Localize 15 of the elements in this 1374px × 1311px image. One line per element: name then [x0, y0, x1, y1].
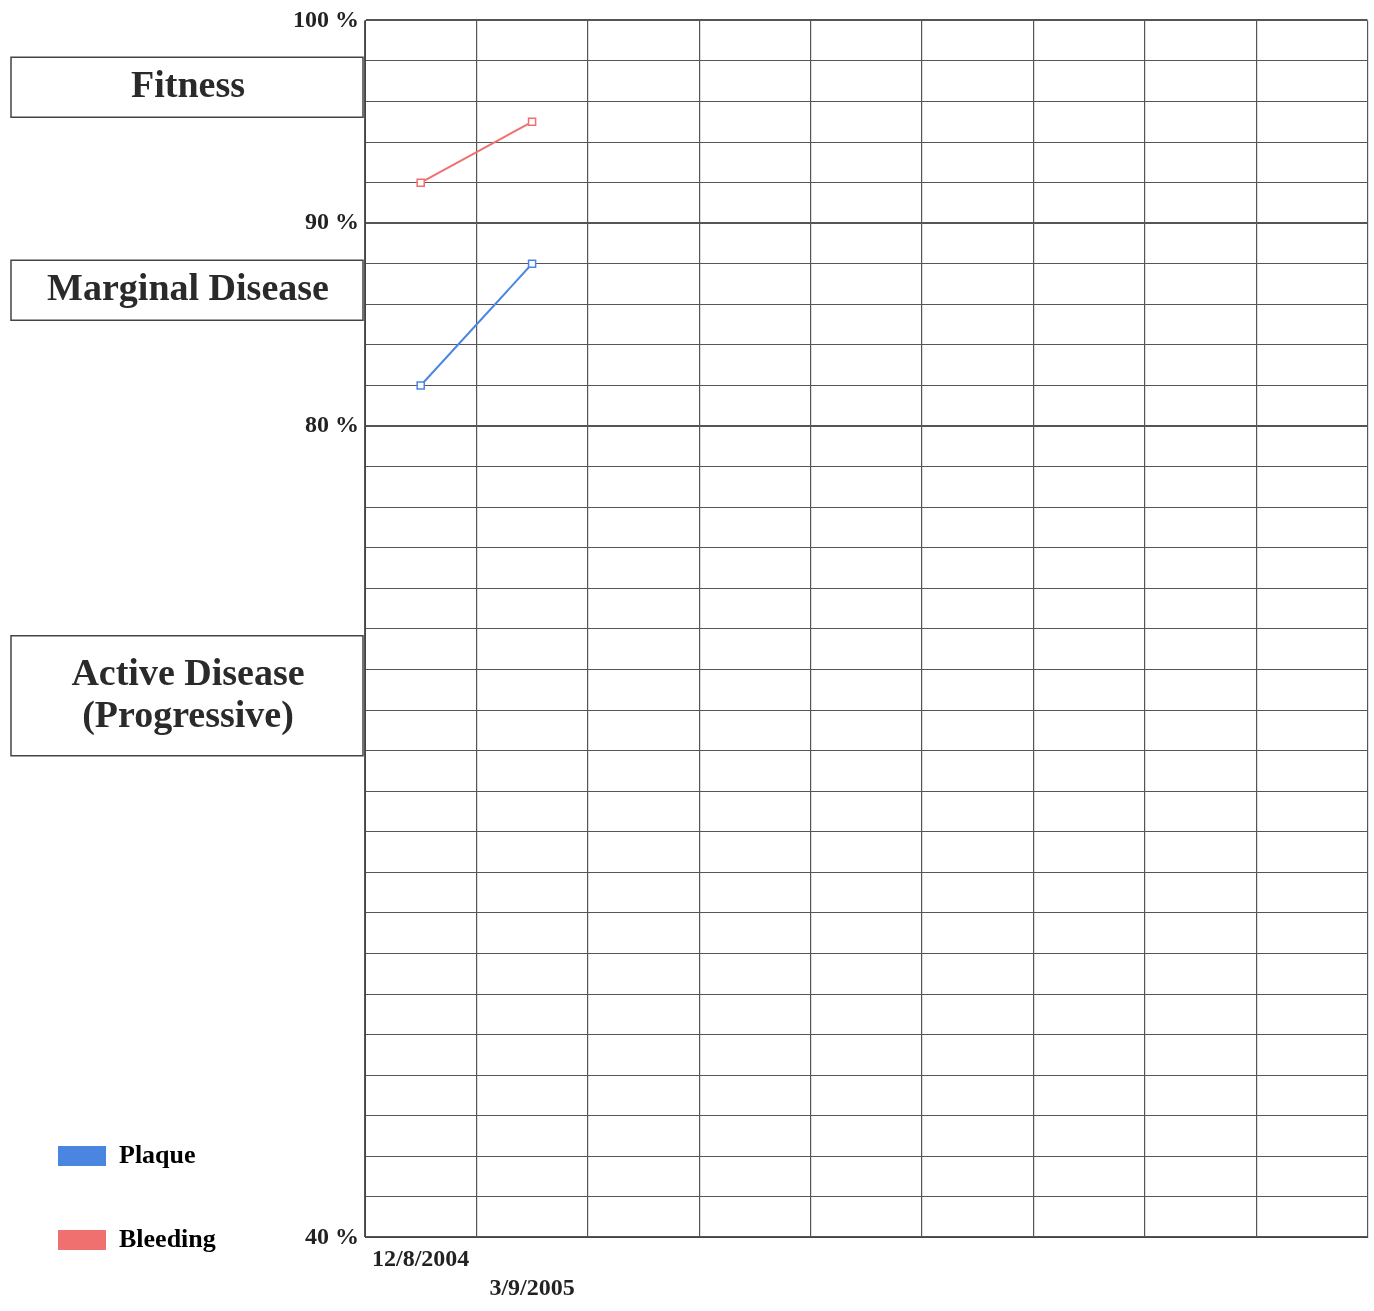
- y-tick-label: 40 %: [305, 1222, 359, 1249]
- point: [416, 178, 425, 187]
- text: Fitness: [131, 63, 245, 106]
- y-tick-label: 80 %: [305, 411, 359, 438]
- legend-label: Plaque: [119, 1139, 196, 1169]
- y-tick-label: 100 %: [293, 5, 359, 32]
- text: Marginal Disease: [47, 265, 329, 308]
- x-tick-label: 12/8/2004: [372, 1245, 470, 1271]
- y-tick-label: 90 %: [305, 208, 359, 235]
- x-tick-label: 3/9/2005: [489, 1273, 575, 1300]
- legend-label: Bleeding: [119, 1223, 216, 1253]
- point: [527, 117, 537, 127]
- point: [416, 381, 425, 390]
- text: Active Disease (Progressive): [71, 650, 305, 736]
- point: [527, 259, 537, 269]
